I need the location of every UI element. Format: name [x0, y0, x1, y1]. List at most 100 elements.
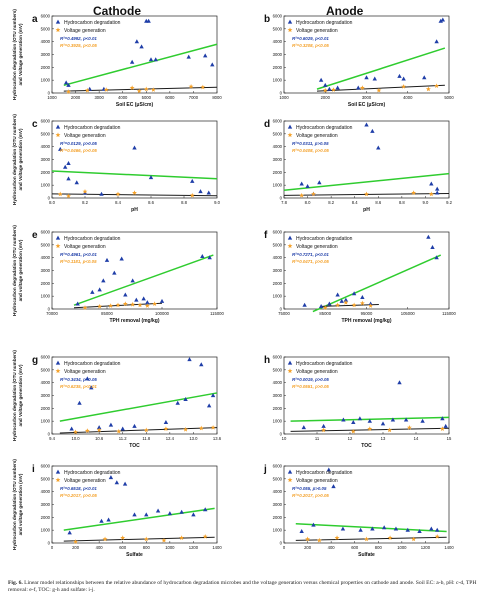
panel-j-ytick-label: 2000 — [273, 515, 283, 520]
panel-i-volt-point — [143, 536, 149, 542]
panel-a-stat-hydro: R²=0.4992, p<0.01 — [60, 36, 97, 41]
panel-f-ytick-label: 5000 — [273, 242, 283, 247]
panel-d-volt-point — [299, 192, 305, 198]
panel-a-legend-volt-marker — [55, 27, 61, 33]
panel-e-volt-point — [122, 301, 128, 306]
panel-j-hydro-point — [340, 526, 346, 531]
panel-f-volt-point — [343, 299, 349, 305]
panel-c-hydro-fit-line — [51, 170, 218, 180]
panel-e-letter: e — [32, 230, 38, 241]
panel-j-xlabel: Sulfate — [358, 552, 375, 558]
panel-i-hydro-point — [203, 507, 208, 512]
panel-d-hydro-point — [435, 186, 440, 191]
panel-a-xtick-label: 4000 — [118, 95, 128, 100]
panel-a-ytick-label: 0 — [48, 91, 51, 96]
panel-i-ytick-label: 3000 — [41, 502, 51, 507]
panel-b-ytick-label: 0 — [280, 91, 283, 96]
panel-e-legend-volt-marker — [55, 243, 61, 249]
panel-a-xtick-label: 6000 — [165, 95, 175, 100]
panel-h-hydro-point — [390, 417, 396, 422]
panel-i-hydro-point — [144, 512, 149, 517]
panel-b-hydro-point — [372, 76, 377, 81]
panel-g-volt-point — [198, 425, 204, 431]
panel-j-ytick-label: 5000 — [273, 476, 283, 481]
panel-c-volt-point — [132, 190, 137, 195]
panel-g-hydro-point — [96, 425, 102, 430]
panel-i-volt-point — [161, 537, 167, 543]
panel-h-volt-point — [387, 427, 393, 433]
panel-g-hydro-point — [175, 400, 180, 405]
panel-j-legend-volt-marker — [287, 477, 293, 483]
panel-e-xtick-label: 115000 — [210, 311, 224, 316]
panel-i-hydro-point — [122, 481, 128, 486]
panel-b-xtick-label: 2000 — [321, 95, 331, 100]
panel-j-stat-hydro: R²=0.055, p>0.05 — [292, 486, 327, 491]
panel-i-xtick-label: 800 — [143, 545, 151, 550]
panel-g-hydro-point — [199, 362, 204, 367]
panel-h-xlabel: TOC — [361, 443, 372, 449]
panel-g-volt-point — [210, 424, 216, 430]
panel-c-legend-hydro-label: Hydrocarbon degradation — [64, 125, 121, 131]
panel-j-hydro-point — [299, 529, 304, 534]
panel-a-letter: a — [32, 14, 38, 25]
panel-f-volt-point — [359, 300, 365, 306]
panel-h-xtick-label: 12 — [348, 436, 353, 441]
panel-c-hydro-point — [74, 180, 79, 185]
panel-e-stat-volt: R²=0.1181, p<0.05 — [60, 259, 97, 264]
panel-j-letter: j — [263, 464, 267, 475]
panel-a-ytick-label: 3000 — [41, 52, 51, 57]
panel-i-stat-hydro: R²=0.6518, p<0.01 — [60, 486, 97, 491]
panel-f-hydro-point — [430, 245, 435, 249]
panel-a-volt-point — [143, 86, 149, 92]
panel-e-xtick-label: 100000 — [155, 311, 170, 316]
panel-h-xtick-label: 15 — [447, 436, 452, 441]
panel-a-xtick-label: 2000 — [71, 95, 81, 100]
panel-h-hydro-point — [321, 423, 326, 428]
panel-h-legend-volt-marker — [287, 368, 293, 374]
panel-j-volt-point — [434, 533, 440, 539]
panel-e-hydro-point — [101, 278, 106, 283]
panel-d-xlabel: pH — [363, 207, 370, 213]
panel-h-xtick-label: 14 — [414, 436, 419, 441]
panel-b-volt-point — [401, 83, 407, 89]
panel-c-ylabel: Hydrocarbon degradation (OTU numbers) — [12, 114, 17, 205]
panel-b-hydro-point — [364, 75, 369, 80]
panel-f-ytick-label: 6000 — [273, 230, 283, 235]
panel-d-ytick-label: 3000 — [273, 157, 283, 162]
panel-i-hydro-point — [106, 517, 111, 522]
panel-j — [283, 465, 450, 544]
panel-f-volt-point — [368, 303, 374, 308]
panel-j-ytick-label: 3000 — [273, 502, 283, 507]
panel-i-legend-volt-label: Voltage generation — [64, 478, 106, 484]
caption-label: Fig. 6. — [8, 580, 23, 586]
panel-b-legend-volt-label: Voltage generation — [296, 28, 338, 34]
panel-c-volt-point — [189, 192, 195, 198]
panel-d-xtick-label: 8.8 — [399, 200, 405, 205]
panel-a-ylabel-line2: and Voltage generation (mV) — [18, 23, 23, 85]
panel-a-xlabel: Soil EC (μS/cm) — [116, 102, 154, 108]
panel-g-legend-hydro-label: Hydrocarbon degradation — [64, 361, 121, 367]
panel-a-hydro-point — [63, 80, 69, 85]
panel-b-volt-point — [322, 87, 328, 93]
panel-a-hydro-point — [153, 57, 158, 62]
panel-b-hydro-point — [401, 76, 406, 81]
caption-text: Linear model relationships between the r… — [8, 580, 477, 594]
panel-i-hydro-point — [108, 475, 114, 480]
panel-f — [283, 231, 450, 313]
panel-i-stat-volt: R²=0.2017, p>0.05 — [60, 493, 97, 498]
panel-d-hydro-point — [370, 128, 375, 133]
panel-a-legend-hydro-marker — [55, 19, 61, 24]
panel-g-hydro-point — [120, 426, 125, 431]
panel-f-hydro-point — [426, 234, 431, 239]
panel-g-volt-point — [143, 427, 149, 433]
panel-a-ytick-label: 4000 — [41, 39, 51, 44]
panel-f-hydro-point — [318, 304, 324, 309]
panel-j-legend-hydro-label: Hydrocarbon degradation — [296, 470, 353, 476]
panel-e-volt-point — [144, 303, 150, 308]
panel-f-hydro-fit-line — [312, 254, 442, 313]
panel-h-volt-point — [406, 424, 412, 430]
panel-j-xtick-label: 1200 — [421, 545, 431, 550]
panel-c-ytick-label: 3000 — [41, 157, 51, 162]
panel-d-ytick-label: 1000 — [273, 183, 283, 188]
panel-f-stat-volt: R²=0.0471, p>0.05 — [292, 259, 329, 264]
